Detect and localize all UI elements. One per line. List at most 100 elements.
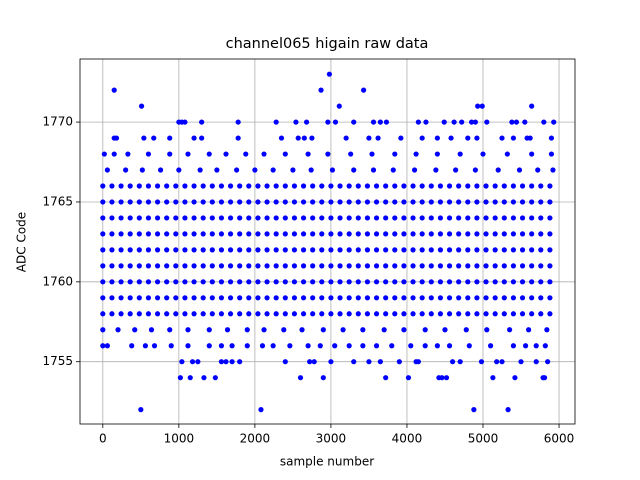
point [401,311,407,317]
point [465,247,471,253]
point [457,151,463,157]
point [328,279,334,285]
point [118,311,124,317]
point [392,263,398,269]
point [145,231,152,237]
point [513,119,520,125]
point [111,151,117,157]
point [173,311,179,317]
point [547,279,553,285]
x-tick-label: 1000 [164,432,195,446]
point [218,343,225,349]
point [364,183,371,189]
point [246,247,252,253]
point [328,311,334,317]
point [346,247,352,253]
point [154,199,161,205]
point [200,199,206,205]
point [100,327,106,333]
point [319,263,325,269]
point [492,183,498,189]
point [383,183,389,189]
point [355,279,361,285]
point [373,295,380,301]
point [519,183,526,189]
point [182,247,188,253]
point [287,343,293,349]
point [282,231,288,237]
point [370,119,377,125]
point [300,183,307,189]
point [512,375,518,381]
point [529,295,535,301]
point [218,359,225,365]
point [483,183,489,189]
point [237,215,243,221]
point [227,311,234,317]
point [346,231,352,237]
point [185,343,191,349]
point [209,295,215,301]
point [373,279,380,285]
point [300,311,307,317]
point [446,199,453,205]
point [505,407,511,413]
point [428,231,434,237]
point [127,311,133,317]
point [138,103,145,109]
point [519,311,526,317]
point [136,215,142,221]
point [191,263,197,269]
point [501,263,507,269]
point [293,119,299,125]
point [437,295,444,301]
x-tick-label: 3000 [316,432,347,446]
point [200,279,206,285]
point [154,295,161,301]
x-tick-label: 2000 [240,432,271,446]
point [310,311,316,317]
point [375,135,381,141]
point [413,151,419,157]
point [109,263,115,269]
point [410,263,416,269]
point [281,327,287,333]
point [519,199,526,205]
point [434,343,440,349]
point [127,295,133,301]
point [405,375,412,381]
point [168,343,174,349]
point [328,247,334,253]
point [318,87,324,93]
point [410,295,416,301]
point [510,231,517,237]
point [118,279,124,285]
point [200,295,206,301]
point [484,327,490,333]
point [145,295,152,301]
x-tick-label: 6000 [544,432,575,446]
point [145,151,152,157]
point [310,263,316,269]
point [145,279,152,285]
point [390,167,396,173]
point [291,231,298,237]
point [227,247,234,253]
point [191,295,197,301]
point [501,247,507,253]
point [355,295,361,301]
point [252,167,258,173]
point [483,263,489,269]
point [138,407,144,413]
point [278,135,285,141]
point [410,231,416,237]
point [218,279,225,285]
point [529,199,535,205]
point [510,215,517,221]
point [282,183,288,189]
point [319,199,325,205]
point [173,199,179,205]
point [142,343,148,349]
point [173,295,179,301]
point [360,327,366,333]
